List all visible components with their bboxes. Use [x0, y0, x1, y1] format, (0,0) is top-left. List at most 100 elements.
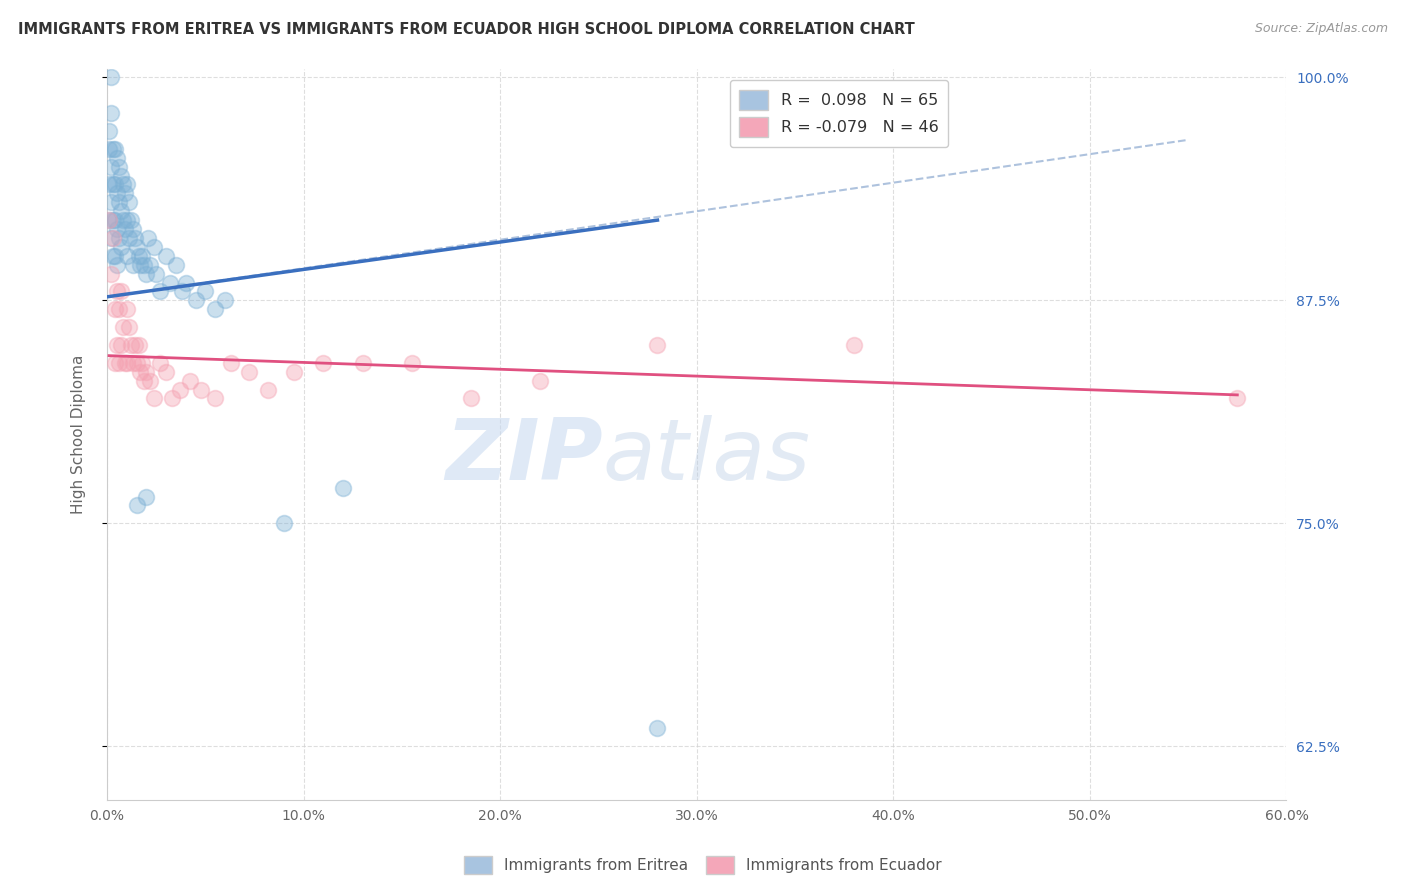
Point: [129, 365, 152, 379]
Point: [125, 240, 148, 254]
Point: [98, 213, 121, 227]
Point: [120, 338, 142, 352]
Point: [238, 365, 260, 379]
Point: [111, 213, 134, 227]
Point: [110, 285, 132, 299]
Point: [179, 374, 201, 388]
Point: [121, 258, 143, 272]
Point: [131, 249, 153, 263]
Point: [110, 169, 132, 183]
Point: [135, 267, 157, 281]
Point: [111, 320, 134, 334]
Point: [110, 240, 132, 254]
Point: [104, 356, 127, 370]
Point: [131, 356, 153, 370]
Point: [104, 302, 127, 317]
Point: [155, 249, 177, 263]
Point: [169, 383, 191, 397]
Point: [114, 356, 136, 370]
Point: [257, 383, 280, 397]
Point: [273, 516, 295, 531]
Point: [165, 258, 187, 272]
Point: [98, 178, 121, 192]
Point: [124, 338, 146, 352]
Point: [460, 392, 482, 406]
Point: [100, 106, 122, 120]
Point: [114, 186, 136, 201]
Legend: Immigrants from Eritrea, Immigrants from Ecuador: Immigrants from Eritrea, Immigrants from…: [458, 850, 948, 880]
Point: [105, 186, 128, 201]
Point: [170, 285, 193, 299]
Point: [204, 392, 226, 406]
Point: [129, 258, 152, 272]
Point: [143, 392, 166, 406]
Text: IMMIGRANTS FROM ERITREA VS IMMIGRANTS FROM ECUADOR HIGH SCHOOL DIPLOMA CORRELATI: IMMIGRANTS FROM ERITREA VS IMMIGRANTS FR…: [18, 22, 915, 37]
Legend: R =  0.098   N = 65, R = -0.079   N = 46: R = 0.098 N = 65, R = -0.079 N = 46: [730, 80, 948, 147]
Point: [105, 222, 128, 236]
Point: [139, 374, 162, 388]
Point: [120, 213, 142, 227]
Point: [138, 231, 160, 245]
Point: [105, 338, 128, 352]
Point: [100, 231, 122, 245]
Point: [105, 151, 128, 165]
Point: [219, 356, 242, 370]
Point: [121, 356, 143, 370]
Point: [108, 231, 131, 245]
Point: [115, 356, 138, 370]
Point: [204, 302, 226, 317]
Point: [108, 356, 131, 370]
Point: [118, 320, 141, 334]
Point: [104, 178, 127, 192]
Point: [115, 213, 138, 227]
Point: [115, 249, 138, 263]
Point: [108, 302, 131, 317]
Point: [174, 276, 197, 290]
Point: [104, 142, 127, 156]
Point: [190, 383, 212, 397]
Point: [401, 356, 423, 370]
Point: [98, 213, 121, 227]
Point: [647, 338, 669, 352]
Text: Source: ZipAtlas.com: Source: ZipAtlas.com: [1254, 22, 1388, 36]
Point: [128, 249, 150, 263]
Point: [100, 267, 122, 281]
Point: [159, 276, 181, 290]
Point: [149, 285, 172, 299]
Point: [529, 374, 551, 388]
Point: [98, 124, 121, 138]
Point: [139, 258, 162, 272]
Point: [160, 392, 183, 406]
Text: ZIP: ZIP: [444, 415, 602, 498]
Point: [125, 356, 148, 370]
Point: [184, 293, 207, 308]
Point: [118, 195, 141, 210]
Point: [100, 195, 122, 210]
Point: [101, 178, 124, 192]
Point: [194, 285, 217, 299]
Point: [214, 293, 236, 308]
Point: [134, 374, 156, 388]
Point: [111, 178, 134, 192]
Point: [145, 267, 167, 281]
Point: [135, 490, 157, 504]
Point: [114, 222, 136, 236]
Point: [101, 142, 124, 156]
Point: [842, 338, 865, 352]
Point: [125, 499, 148, 513]
Point: [98, 142, 121, 156]
Point: [312, 356, 335, 370]
Point: [100, 160, 122, 174]
Point: [143, 240, 166, 254]
Point: [115, 178, 138, 192]
Point: [108, 195, 131, 210]
Point: [135, 365, 157, 379]
Point: [110, 204, 132, 219]
Point: [155, 365, 177, 379]
Point: [115, 302, 138, 317]
Point: [105, 285, 128, 299]
Point: [332, 481, 354, 495]
Point: [101, 213, 124, 227]
Point: [283, 365, 305, 379]
Y-axis label: High School Diploma: High School Diploma: [72, 354, 86, 514]
